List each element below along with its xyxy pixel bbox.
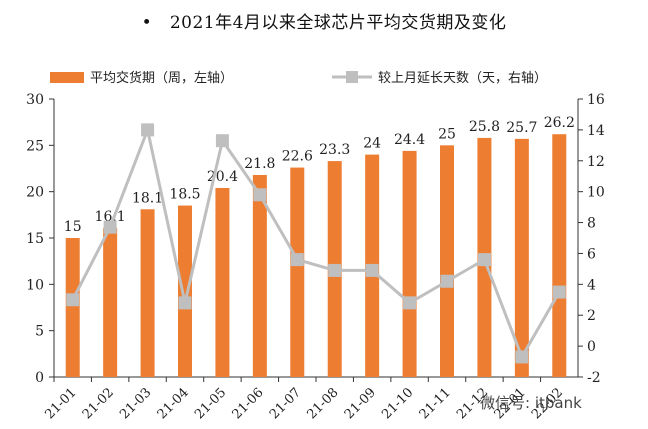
x-tick-label: 21-11 (417, 385, 454, 422)
line-marker (66, 293, 80, 307)
bar (552, 134, 567, 377)
bar-value-label: 26.2 (544, 115, 575, 131)
bar (514, 138, 529, 377)
line-marker (403, 296, 417, 310)
title-bullet: • (141, 13, 153, 33)
bar-value-label: 22.6 (282, 149, 313, 165)
left-tick-label: 10 (26, 277, 44, 293)
bar-value-label: 24.4 (394, 132, 425, 148)
bar-value-label: 21.8 (244, 156, 275, 172)
bar-value-label: 15 (64, 219, 82, 235)
line-marker (365, 263, 379, 277)
right-tick-label: 4 (587, 277, 596, 293)
left-tick-label: 15 (26, 231, 44, 247)
x-tick-label: 21-02 (80, 385, 117, 422)
line-marker (103, 220, 117, 234)
x-tick-label: 21-08 (304, 385, 341, 422)
x-tick-label: 21-09 (342, 385, 379, 422)
title-text: 2021年4月以来全球芯片平均交货期及变化 (169, 13, 507, 33)
legend-bar-label: 平均交货期（周，左轴） (90, 70, 233, 86)
right-tick-label: 10 (587, 185, 605, 201)
right-tick-label: 16 (587, 92, 605, 108)
bar-value-label: 18.1 (132, 190, 163, 206)
right-tick-label: 8 (587, 216, 596, 232)
right-tick-label: 12 (587, 154, 605, 170)
bar (252, 174, 267, 377)
line-marker (253, 188, 267, 202)
x-tick-label: 21-05 (192, 385, 229, 422)
line-marker (552, 285, 566, 299)
x-tick-label: 21-04 (155, 385, 192, 422)
line-marker (141, 123, 155, 137)
bar (290, 167, 305, 377)
bar (65, 238, 80, 377)
x-tick-label: 21-03 (117, 385, 154, 422)
bar-value-label: 25.7 (506, 120, 537, 136)
bar (103, 227, 118, 377)
left-tick-label: 0 (35, 370, 44, 386)
legend-bar-swatch (50, 72, 84, 83)
left-tick-label: 20 (26, 185, 44, 201)
line-marker (477, 253, 491, 267)
bar (178, 205, 192, 377)
bar (440, 145, 454, 377)
line-marker (328, 263, 342, 277)
left-tick-label: 5 (35, 324, 44, 340)
bar-value-label: 25.8 (469, 119, 500, 135)
line-marker (178, 296, 192, 310)
bar (140, 209, 155, 377)
x-tick-label: 21-01 (42, 385, 79, 422)
bar (402, 150, 417, 377)
right-tick-label: 0 (587, 339, 596, 355)
right-tick-label: -2 (587, 370, 601, 386)
legend: 平均交货期（周，左轴） 较上月延长天数（天，右轴） (50, 70, 547, 86)
bar (215, 187, 230, 377)
bar-value-label: 18.5 (169, 187, 200, 203)
watermark: 微信号: itbank (480, 394, 582, 412)
line-marker (215, 134, 229, 148)
line-marker (440, 274, 454, 288)
bar-value-label: 25 (438, 126, 456, 142)
left-tick-label: 25 (26, 138, 44, 154)
bar-value-label: 23.3 (319, 142, 350, 158)
bar-value-label: 16.1 (95, 209, 126, 225)
line-marker (290, 253, 304, 267)
bar-value-label: 24 (363, 136, 381, 152)
right-tick-label: 14 (587, 123, 605, 139)
line-marker (515, 350, 529, 364)
x-tick-label: 21-07 (267, 385, 304, 422)
x-tick-label: 21-10 (379, 385, 416, 422)
legend-line-label: 较上月延长天数（天，右轴） (378, 71, 547, 86)
left-tick-label: 30 (26, 92, 44, 108)
right-tick-label: 6 (587, 246, 596, 262)
legend-line-marker (346, 71, 358, 83)
chart-title: • 2021年4月以来全球芯片平均交货期及变化 (0, 8, 648, 33)
x-tick-label: 21-06 (230, 385, 267, 422)
right-tick-label: 2 (587, 308, 596, 324)
